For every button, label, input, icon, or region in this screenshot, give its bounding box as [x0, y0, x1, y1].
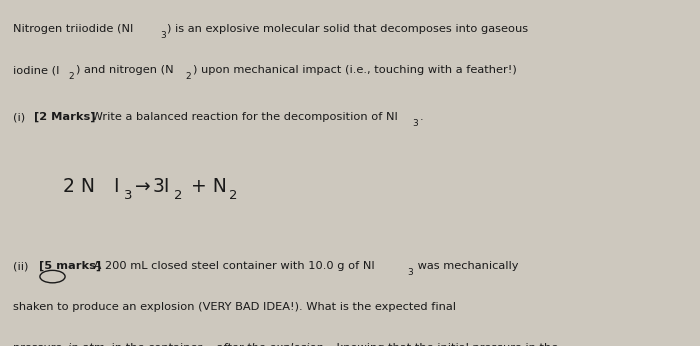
Text: Nitrogen triiodide (NI: Nitrogen triiodide (NI [13, 24, 133, 34]
Text: ) is an explosive molecular solid that decomposes into gaseous: ) is an explosive molecular solid that d… [167, 24, 528, 34]
Text: 3: 3 [407, 268, 413, 277]
Text: 3: 3 [412, 119, 418, 128]
Text: pressure: pressure [13, 343, 66, 346]
Text: 2: 2 [69, 72, 74, 81]
Text: 3I: 3I [153, 177, 170, 196]
Text: ) upon mechanical impact (i.e., touching with a feather!): ) upon mechanical impact (i.e., touching… [193, 65, 517, 75]
Text: →: → [135, 177, 151, 196]
Text: 2: 2 [229, 189, 237, 202]
Text: in the container: in the container [108, 343, 206, 346]
Text: iodine (I: iodine (I [13, 65, 59, 75]
Text: after the explosion: after the explosion [216, 343, 324, 346]
Text: [5 marks]: [5 marks] [39, 261, 102, 271]
Text: Write a balanced reaction for the decomposition of NI: Write a balanced reaction for the decomp… [88, 112, 398, 122]
Text: .: . [419, 112, 423, 122]
Text: I: I [113, 177, 119, 196]
Text: 3: 3 [160, 31, 166, 40]
Text: knowing that the initial pressure in the: knowing that the initial pressure in the [333, 343, 559, 346]
Text: shaken to produce an explosion (VERY BAD IDEA!). What is the expected final: shaken to produce an explosion (VERY BAD… [13, 302, 456, 312]
Text: [2 Marks]: [2 Marks] [34, 112, 96, 122]
Text: A 200 mL closed steel container with 10.0 g of NI: A 200 mL closed steel container with 10.… [90, 261, 375, 271]
Text: 2 N: 2 N [63, 177, 95, 196]
Text: in atm: in atm [68, 343, 104, 346]
Text: 3: 3 [124, 189, 132, 202]
Text: (i): (i) [13, 112, 28, 122]
Text: (ii): (ii) [13, 261, 32, 271]
Text: 2: 2 [186, 72, 191, 81]
Text: ) and nitrogen (N: ) and nitrogen (N [76, 65, 173, 75]
Text: 2: 2 [174, 189, 182, 202]
Text: + N: + N [185, 177, 227, 196]
Text: was mechanically: was mechanically [414, 261, 519, 271]
